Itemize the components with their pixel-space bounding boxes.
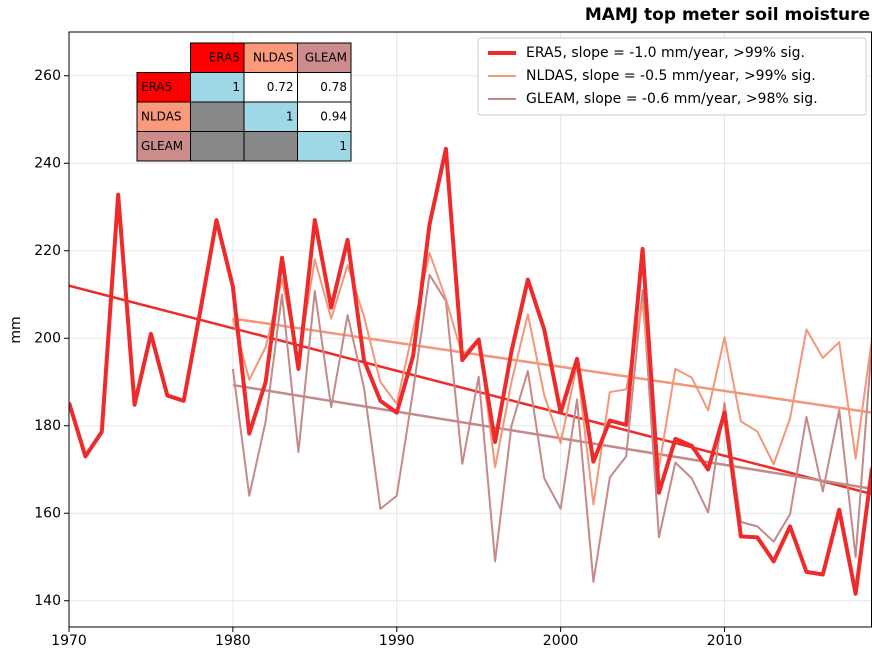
table-cell bbox=[243, 101, 298, 132]
y-tick-label: 240 bbox=[34, 155, 61, 171]
table-row-header-cell bbox=[136, 101, 191, 132]
x-tick-label: 2010 bbox=[707, 633, 743, 649]
table-cell bbox=[190, 131, 245, 162]
table-row-header: NLDAS bbox=[141, 109, 182, 123]
y-tick-label: 160 bbox=[34, 505, 61, 521]
y-tick-label: 180 bbox=[34, 418, 61, 434]
table-value: 0.72 bbox=[267, 80, 294, 94]
table-column-header: NLDAS bbox=[253, 50, 294, 64]
table-row-header: ERA5 bbox=[141, 80, 172, 94]
table-value: 1 bbox=[286, 109, 294, 123]
table-cell bbox=[190, 101, 245, 132]
trend-line bbox=[232, 383, 872, 490]
series-line bbox=[231, 273, 872, 583]
y-axis-label: mm bbox=[8, 316, 24, 343]
y-tick-label: 140 bbox=[34, 593, 61, 609]
table-value: 1 bbox=[339, 139, 347, 153]
table-header-cell bbox=[190, 42, 245, 73]
y-tick-label: 220 bbox=[34, 243, 61, 259]
table-cell bbox=[243, 72, 298, 103]
y-tick-label: 260 bbox=[34, 68, 61, 84]
table-column-header: ERA5 bbox=[209, 50, 240, 64]
table-header-cell bbox=[243, 42, 298, 73]
x-tick-label: 2000 bbox=[543, 633, 579, 649]
x-tick-label: 1980 bbox=[215, 633, 251, 649]
table-header-cell bbox=[297, 42, 352, 73]
table-cell bbox=[297, 101, 352, 132]
table-column-header: GLEAM bbox=[305, 50, 347, 64]
series-line bbox=[231, 251, 872, 506]
legend-label: ERA5, slope = -1.0 mm/year, >99% sig. bbox=[526, 45, 805, 61]
trend-line bbox=[69, 284, 872, 496]
table-value: 0.78 bbox=[320, 80, 347, 94]
chart-title: MAMJ top meter soil moisture bbox=[585, 5, 870, 25]
x-tick-label: 1970 bbox=[51, 633, 87, 649]
table-value: 1 bbox=[232, 80, 240, 94]
legend-label: NLDAS, slope = -0.5 mm/year, >99% sig. bbox=[526, 68, 816, 84]
y-tick-label: 200 bbox=[34, 330, 61, 346]
x-tick-label: 1990 bbox=[379, 633, 415, 649]
table-row-header: GLEAM bbox=[141, 139, 183, 153]
table-row-header-cell bbox=[136, 131, 191, 162]
legend-label: GLEAM, slope = -0.6 mm/year, >98% sig. bbox=[526, 91, 818, 107]
table-cell bbox=[297, 131, 352, 162]
legend-box bbox=[477, 37, 867, 116]
table-cell bbox=[190, 72, 245, 103]
table-cell bbox=[297, 72, 352, 103]
table-value: 0.94 bbox=[320, 109, 347, 123]
table-cell bbox=[243, 131, 298, 162]
series-line bbox=[69, 146, 872, 596]
